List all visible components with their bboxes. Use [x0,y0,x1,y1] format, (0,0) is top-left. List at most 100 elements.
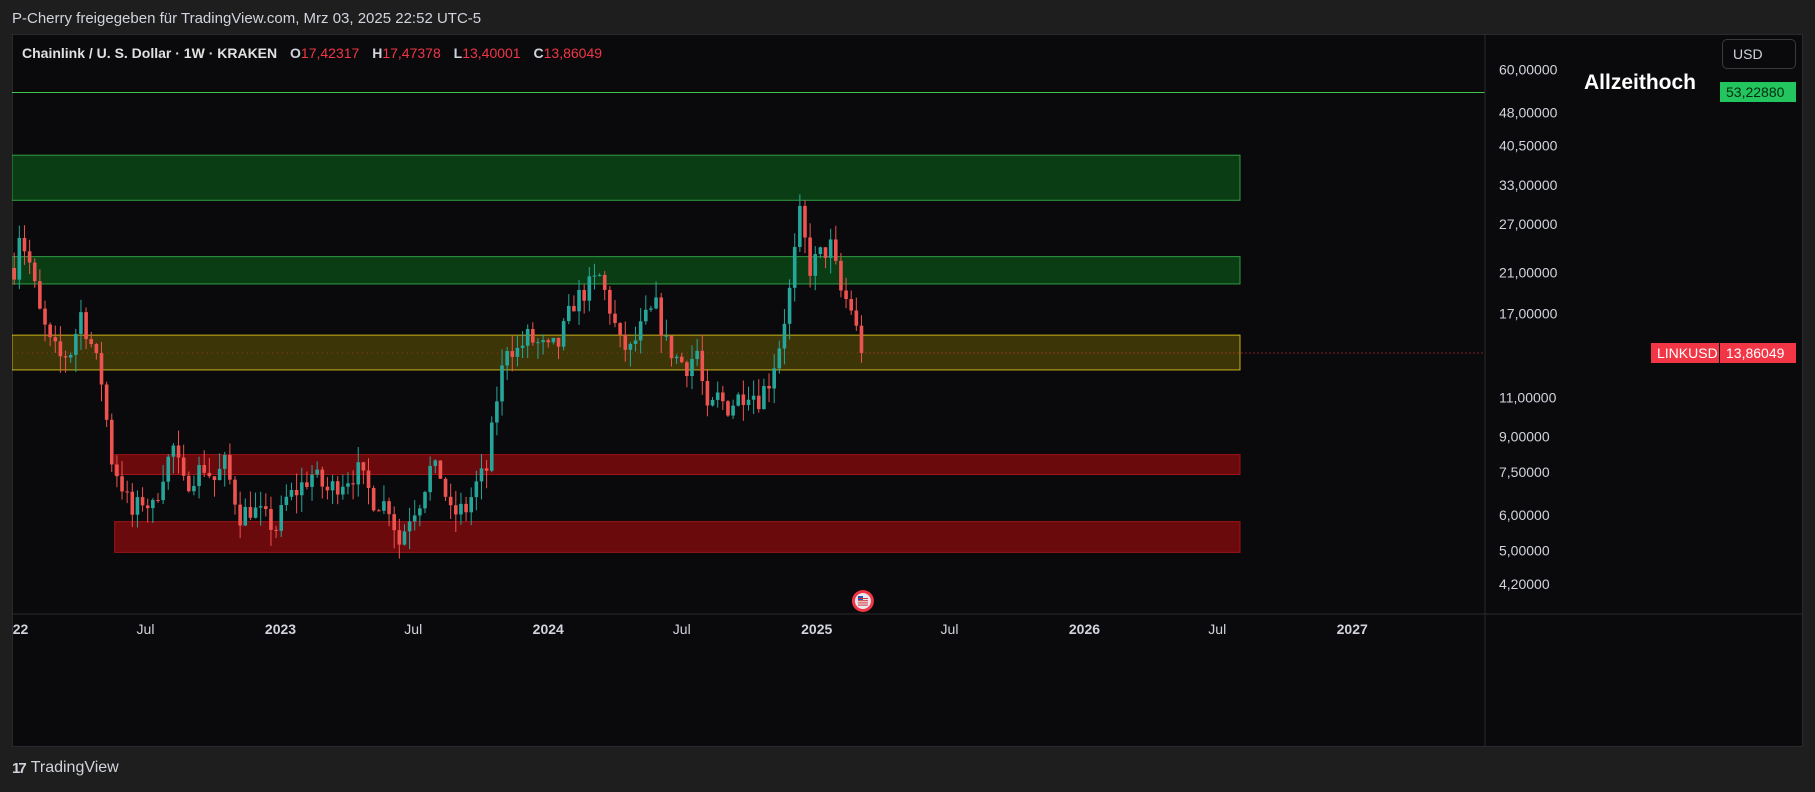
candle [525,324,530,359]
candle-body [674,356,679,359]
candle-body [561,321,566,347]
candle-body [849,299,853,311]
low-key: L [453,45,463,61]
candle-body [166,456,171,482]
candle [361,461,366,485]
candle [412,499,417,531]
candle [99,341,104,402]
candle [228,443,232,485]
candle [310,465,314,501]
symbol-price-label: LINKUSD [1651,342,1719,363]
event-marker-stripe [857,598,868,599]
candle-body [448,496,453,506]
candle-body [38,281,42,309]
candle [330,474,335,504]
candle [207,457,212,479]
candle-body [746,399,751,406]
candle [572,295,576,312]
candle-body [602,274,607,290]
candle-body [27,251,32,263]
candle-body [433,460,438,466]
price-tick-label: 27,00000 [1499,216,1558,232]
candle [628,342,633,367]
time-tick-label: 2023 [265,621,296,637]
candle [161,465,165,505]
candle [839,252,843,298]
candle-body [787,287,792,324]
candle-body [176,445,181,458]
symbol-title: Chainlink / U. S. Dollar · 1W · KRAKEN [22,45,278,61]
candle [633,326,638,352]
candle-body [371,488,376,511]
candle [454,490,458,532]
candle [433,459,438,474]
time-tick-label: Jul [1208,621,1226,637]
candle-body [690,358,694,376]
candle-body [597,274,602,276]
chart-canvas[interactable]: 60,00000 48,00000 40,50000 33,00000 27,00000… [12,34,1803,747]
last-price-tag: 13,86049 [1720,342,1796,363]
candle-body [541,340,545,343]
candle [561,318,566,351]
candle-body [279,505,284,531]
candle-body [335,481,340,495]
candle [531,322,535,346]
price-tick-label: 60,00000 [1499,61,1558,77]
candle [792,233,797,302]
candle [366,458,371,505]
candle [289,482,294,501]
time-tick-label: Jul [673,621,691,637]
candle [623,321,628,362]
candle [38,269,42,310]
time-tick-label: 2027 [1337,621,1368,637]
candle-body [325,486,330,491]
candle-body [109,419,114,465]
candle-body [258,506,263,508]
candle [520,331,525,358]
candle-body [197,465,201,487]
candle-body [556,337,561,347]
candle [145,498,150,523]
us-flag-event-icon [851,590,874,612]
candle-body [222,455,227,469]
candle [556,337,561,360]
candle-body [582,289,586,301]
candle [217,453,222,481]
candle [551,337,556,345]
candle-body [751,395,756,400]
candle-body [356,462,361,485]
candle [536,338,540,359]
candle [351,470,355,500]
close-value: 13,86049 [543,45,603,61]
candle [510,335,515,372]
price-tick-label: 48,00000 [1499,105,1558,121]
candle [274,525,278,539]
candle [695,338,699,366]
candle [238,491,242,539]
candle [546,338,551,348]
candle-body [792,246,797,288]
candle [186,471,191,493]
chart-frame [12,34,1803,747]
candle-body [685,362,689,376]
candles-layer [12,194,864,559]
candle-body [438,460,443,479]
candle-body [63,356,68,358]
candle [638,308,643,354]
candle [48,322,52,347]
candle [690,345,694,390]
price-tick-label: 5,00000 [1499,542,1550,558]
candle-body [833,239,838,261]
candle-body [633,340,638,344]
candle [438,460,443,479]
candle-body [495,401,499,423]
candle-body [459,503,463,515]
currency-button[interactable]: USD [1722,39,1796,69]
tradingview-logo[interactable]: 17 TradingView [12,759,119,777]
candle [407,507,412,550]
candle [674,354,679,364]
candle-body [151,499,155,509]
candle-body [264,506,268,509]
candle [84,307,88,350]
candle-body [387,501,391,515]
